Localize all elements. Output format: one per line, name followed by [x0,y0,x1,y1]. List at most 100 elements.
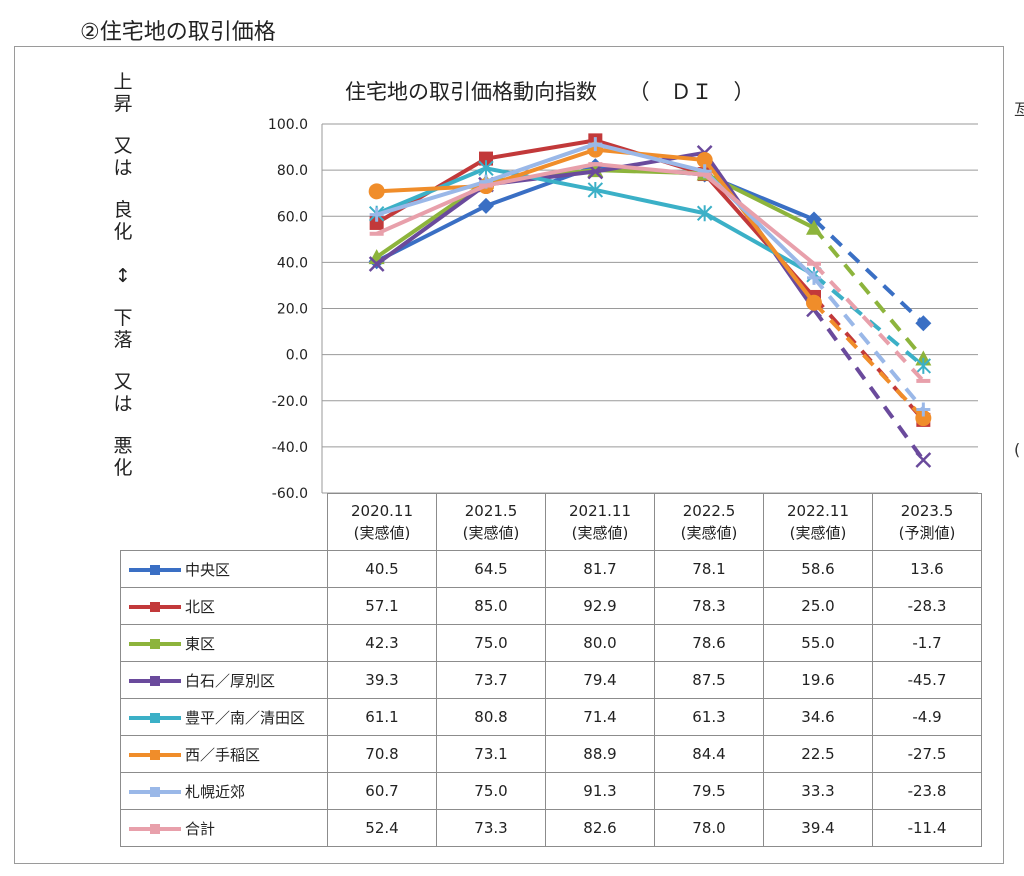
series-point [806,219,822,235]
legend-label: 東区 [185,634,216,653]
series-point [915,315,932,332]
table-cell: 13.6 [872,550,982,588]
y-description-char: は [113,157,133,179]
y-description-char: 又 [113,371,133,393]
table-cell: 78.0 [654,809,764,847]
legend-marker [150,824,160,834]
y-description-char: 落 [113,329,133,351]
series-point [915,410,932,427]
x-tick-label: 2022.5 (実感値) [654,493,764,551]
category-note: (実感値) [789,524,847,542]
category-label: 2023.5 [900,502,954,520]
legend-entry: 北区 [120,587,328,625]
y-description-char: 又 [113,135,133,157]
legend-label: 白石／厚別区 [185,671,276,690]
y-description-char: 下 [113,307,133,329]
legend-marker [150,713,160,723]
table-cell: 61.3 [654,698,764,736]
chart-frame [14,46,1004,864]
series-point [588,137,603,152]
category-label: 2022.11 [786,502,850,520]
series-forecast-line [812,308,925,462]
y-description-char: 昇 [113,93,133,115]
chart-title: 住宅地の取引価格動向指数 （ ＤＩ ） [345,80,755,104]
category-note: (実感値) [462,524,520,542]
x-tick-label: 2022.11 (実感値) [763,493,873,551]
category-note: (実感値) [353,524,411,542]
legend-entry: 合計 [120,809,328,847]
cropped-text-edge: 亙 [1014,100,1024,119]
table-cell: 91.3 [545,772,655,810]
legend-entry: 中央区 [120,550,328,588]
series-point [587,181,604,198]
table-cell: 52.4 [327,809,437,847]
table-cell: 60.7 [327,772,437,810]
table-cell: -28.3 [872,587,982,625]
legend-label: 豊平／南／清田区 [185,708,306,727]
y-tick-label: -20.0 [272,394,308,410]
table-cell: 25.0 [763,587,873,625]
series-point [368,256,385,272]
legend-entry: 豊平／南／清田区 [120,698,328,736]
y-tick-label: 20.0 [277,302,308,318]
series-point [479,183,493,188]
category-note: (実感値) [680,524,738,542]
series-point [588,162,603,167]
series-point [369,215,384,230]
table-cell: 22.5 [763,735,873,773]
legend-marker [150,565,160,575]
table-cell: 79.4 [545,661,655,699]
legend-entry: 白石／厚別区 [120,661,328,699]
table-cell: -11.4 [872,809,982,847]
y-tick-label: 60.0 [277,209,308,225]
legend-label: 北区 [185,597,216,616]
series-forecast-line [812,226,925,360]
legend-marker [150,787,160,797]
table-cell: 39.3 [327,661,437,699]
y-tick-label: 80.0 [277,163,308,179]
table-cell: 78.3 [654,587,764,625]
table-cell: 82.6 [545,809,655,847]
table-row: 合計 52.4 73.3 82.6 78.0 39.4 -11.4 [120,809,982,847]
series-point [369,231,384,236]
y-description-char: 悪 [113,435,133,457]
y-tick-label: 40.0 [277,255,308,271]
table-cell: 73.3 [436,809,546,847]
y-tick-label: 0.0 [286,348,308,364]
table-cell: 34.6 [763,698,873,736]
series-point [916,378,931,383]
table-cell: 75.0 [436,772,546,810]
table-cell: -23.8 [872,772,982,810]
table-cell: 80.8 [436,698,546,736]
y-tick-label: 100.0 [268,117,308,133]
table-cell: 73.7 [436,661,546,699]
legend-label: 札幌近郊 [185,782,246,801]
table-cell: 78.1 [654,550,764,588]
y-description-char: 化 [113,221,133,243]
y-description-char: 化 [113,457,133,479]
table-cell: -27.5 [872,735,982,773]
series-point [916,402,931,417]
series-forecast-line [812,218,925,325]
table-cell: -45.7 [872,661,982,699]
table-cell: 73.1 [436,735,546,773]
legend-key [129,639,181,649]
table-cell: 42.3 [327,624,437,662]
x-tick-label: 2020.11 (実感値) [327,493,437,551]
series-forecast-line [812,301,925,420]
series-point [368,183,385,200]
category-label: 2021.5 [464,502,518,520]
y-tick-label: -40.0 [272,440,308,456]
table-cell: 61.1 [327,698,437,736]
table-row: 北区 57.1 85.0 92.9 78.3 25.0 -28.3 [120,587,982,625]
legend-label: 合計 [185,819,216,838]
y-description-char: ↕ [115,265,131,287]
table-row: 豊平／南／清田区 61.1 80.8 71.4 61.3 34.6 -4.9 [120,698,982,736]
legend-key [129,565,181,575]
legend-key [129,676,181,686]
category-label: 2022.5 [682,502,736,520]
x-tick-label: 2023.5 (予測値) [872,493,982,551]
x-tick-label: 2021.11 (実感値) [545,493,655,551]
legend-key [129,602,181,612]
